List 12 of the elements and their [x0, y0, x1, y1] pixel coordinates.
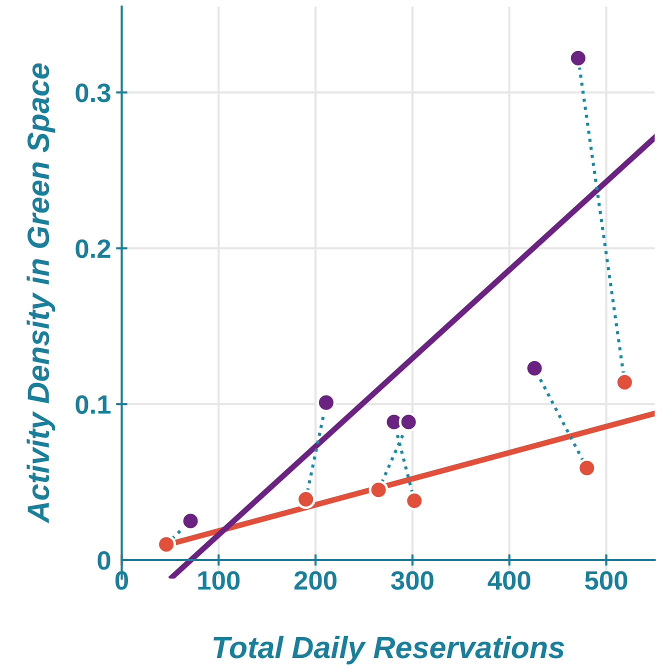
x-tick-label: 500 [585, 571, 628, 590]
x-tick-label: 0 [115, 571, 128, 590]
y-tick-label: 0.1 [76, 395, 111, 414]
y-axis-title: Activity Density in Green Space [26, 63, 56, 524]
x-tick-label: 300 [391, 571, 434, 590]
x-tick-label: 400 [488, 571, 530, 590]
x-tick-label: 200 [294, 571, 336, 590]
x-axis-title: Total Daily Reservations [214, 636, 564, 664]
x-tick-label: 100 [198, 571, 240, 590]
y-tick-label: 0 [98, 551, 110, 570]
y-tick-label: 0.3 [76, 84, 110, 102]
y-tick-label: 0.2 [76, 239, 110, 258]
